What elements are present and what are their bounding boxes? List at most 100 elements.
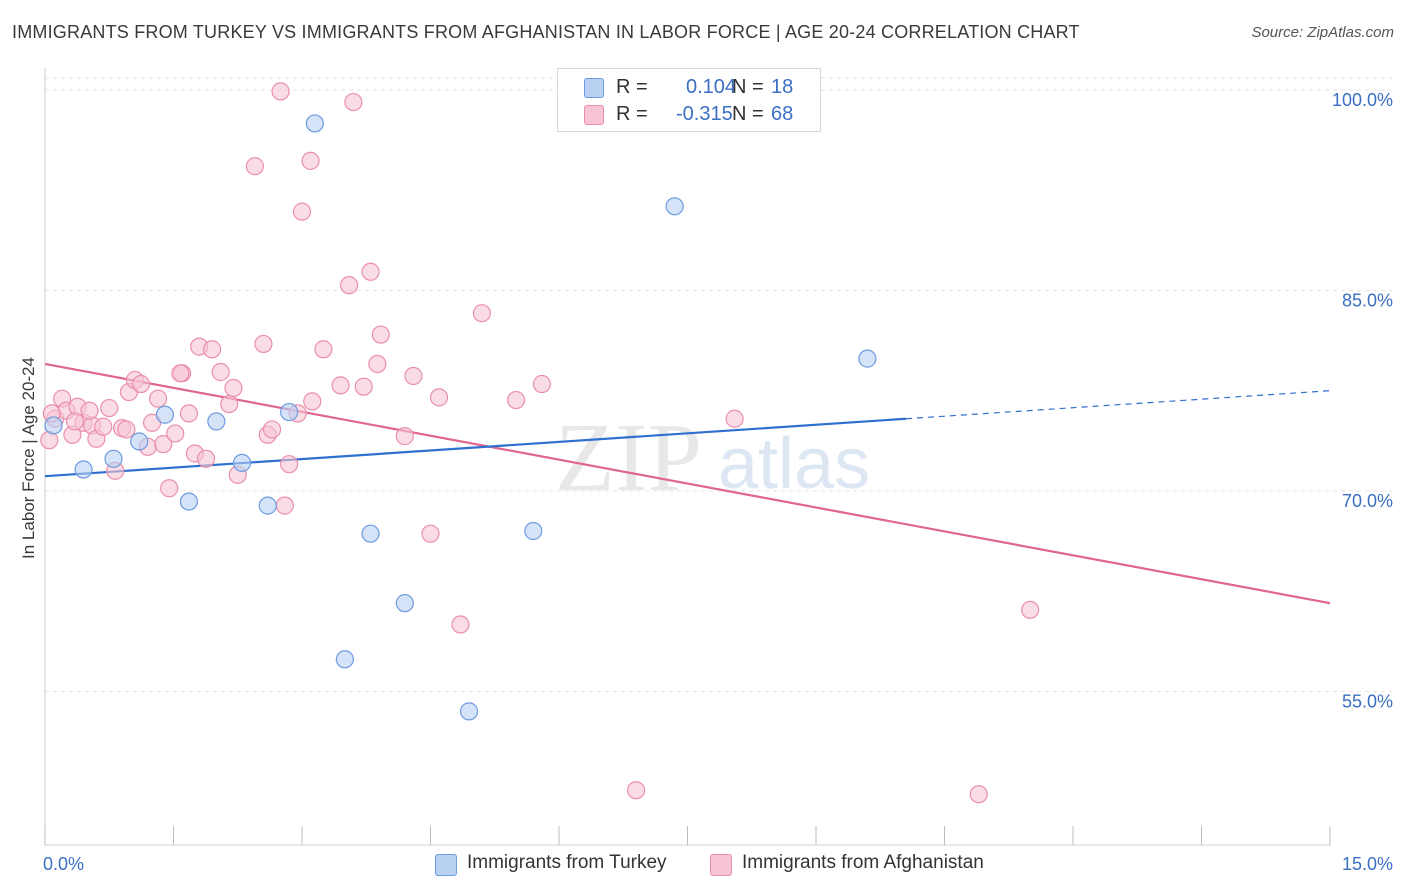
- turkey-swatch: [435, 854, 457, 876]
- y-axis-label: In Labor Force | Age 20-24: [19, 357, 38, 559]
- turkey-point: [305, 114, 324, 133]
- turkey-point: [665, 197, 684, 216]
- afghanistan-point: [371, 325, 390, 344]
- afghanistan-point: [275, 496, 294, 515]
- afghanistan-point: [196, 449, 216, 468]
- afghanistan-point: [395, 427, 414, 446]
- legend-n-label: N =: [732, 76, 764, 98]
- afghanistan-trend-line: [44, 362, 1331, 605]
- afghanistan-point: [262, 420, 282, 439]
- afghanistan-point: [94, 417, 113, 436]
- x-tick-label: 15.0%: [1342, 854, 1393, 874]
- turkey-point: [524, 521, 543, 541]
- turkey-point: [130, 432, 149, 451]
- afghanistan-point: [160, 479, 179, 498]
- afghanistan-point: [344, 92, 363, 112]
- afghanistan-point: [179, 404, 199, 423]
- y-tick-label: 85.0%: [1342, 290, 1393, 310]
- legend-n-value: 68: [771, 103, 794, 125]
- turkey-points: [44, 114, 877, 721]
- afghanistan-point: [725, 409, 744, 428]
- turkey-point: [44, 416, 63, 435]
- source-credit: Source: ZipAtlas.com: [1251, 24, 1394, 41]
- afghanistan-point: [80, 401, 99, 420]
- afghanistan-point: [292, 202, 312, 221]
- tick-labels: 55.0% 70.0% 85.0% 100.0% 0.0% 15.0%: [43, 90, 1393, 874]
- afghanistan-point: [117, 420, 136, 439]
- afghanistan-point: [280, 455, 299, 474]
- afghanistan-point: [340, 276, 359, 295]
- turkey-point: [361, 524, 380, 543]
- afghanistan-point: [626, 781, 646, 800]
- y-tick-label: 55.0%: [1342, 691, 1393, 711]
- afghanistan-swatch: [584, 105, 604, 125]
- afghanistan-point: [451, 615, 470, 634]
- axes: [44, 68, 1331, 846]
- legend-n-value: 18: [771, 76, 794, 98]
- y-tick-label: 70.0%: [1342, 491, 1393, 511]
- legend-r-label: R =: [616, 103, 648, 125]
- y-tick-label: 100.0%: [1332, 90, 1393, 110]
- afghanistan-point: [166, 424, 185, 443]
- afghanistan-point: [271, 82, 290, 101]
- afghanistan-point: [361, 262, 380, 281]
- turkey-swatch: [584, 78, 604, 98]
- afghanistan-point: [211, 362, 230, 382]
- legend-r-label: R =: [616, 76, 648, 98]
- turkey-point: [155, 405, 175, 424]
- watermark-atlas: atlas: [718, 424, 870, 504]
- x-tick-label: 0.0%: [43, 854, 84, 874]
- legend-n-label: N =: [732, 103, 764, 125]
- turkey-point: [858, 349, 877, 368]
- series-name: Immigrants from Afghanistan: [742, 852, 984, 873]
- watermark-zip: ZIP: [555, 404, 702, 512]
- afghanistan-point: [507, 390, 526, 410]
- trend-lines: [44, 362, 1331, 605]
- turkey-point: [459, 702, 479, 721]
- turkey-trend-line: [44, 417, 907, 478]
- afghanistan-point: [331, 376, 350, 395]
- afghanistan-point: [472, 304, 491, 323]
- afghanistan-point: [368, 354, 387, 374]
- afghanistan-point: [1021, 600, 1040, 619]
- afghanistan-point: [171, 364, 190, 383]
- turkey-point: [207, 412, 226, 431]
- afghanistan-point: [404, 366, 423, 386]
- turkey-point: [258, 496, 277, 515]
- afghanistan-point: [354, 377, 373, 396]
- afghanistan-point: [220, 394, 239, 414]
- afghanistan-point: [532, 374, 551, 394]
- afghanistan-point: [314, 340, 333, 359]
- turkey-point: [232, 453, 252, 472]
- afghanistan-point: [142, 413, 162, 432]
- turkey-trend-extension: [905, 390, 1331, 420]
- afghanistan-point: [969, 785, 988, 804]
- turkey-point: [335, 650, 354, 669]
- afghanistan-point: [224, 378, 243, 398]
- afghanistan-point: [131, 374, 151, 394]
- legend-r-value: -0.315: [676, 103, 733, 125]
- afghanistan-point: [148, 389, 168, 408]
- legend-r-value: 0.104: [686, 76, 737, 98]
- turkey-point: [104, 449, 123, 468]
- afghanistan-point: [100, 398, 119, 418]
- afghanistan-point: [154, 435, 173, 454]
- turkey-point: [179, 492, 199, 511]
- chart-title: IMMIGRANTS FROM TURKEY VS IMMIGRANTS FRO…: [12, 22, 1080, 42]
- afghanistan-point: [254, 334, 273, 354]
- turkey-point: [280, 402, 299, 422]
- afghanistan-point: [202, 340, 222, 359]
- afghanistan-point: [245, 157, 264, 176]
- correlation-legend: R = 0.104 N = 18 R = -0.315 N = 68: [557, 68, 821, 132]
- watermark: ZIP atlas: [555, 404, 870, 512]
- afghanistan-swatch: [710, 854, 732, 876]
- afghanistan-point: [429, 388, 449, 407]
- afghanistan-point: [421, 524, 440, 543]
- turkey-point: [74, 460, 93, 479]
- afghanistan-point: [65, 412, 85, 431]
- afghanistan-points: [40, 82, 1040, 804]
- afghanistan-point: [303, 392, 322, 411]
- afghanistan-point: [301, 151, 320, 170]
- series-name: Immigrants from Turkey: [467, 852, 667, 873]
